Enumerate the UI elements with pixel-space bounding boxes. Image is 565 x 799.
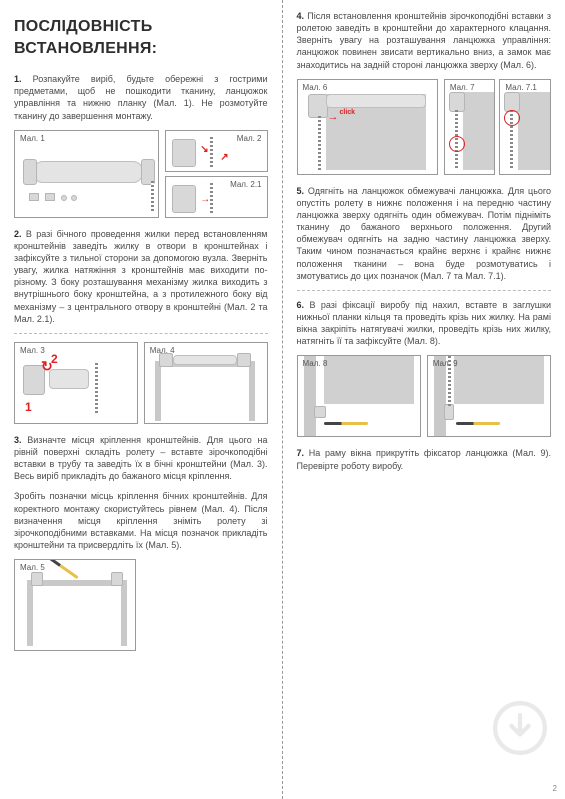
figure-1-label: Мал. 1 [20, 134, 45, 145]
watermark-icon [493, 701, 547, 755]
figure-7-label: Мал. 7 [450, 83, 475, 94]
fig-row-4: Мал. 6 → click Мал. 7 Мал. 7.1 [297, 79, 552, 175]
fig-row-1: Мал. 1 Мал. 2 ↘ ↗ Мал. 2. [14, 130, 268, 218]
right-column: 4. Після встановлення кронштейнів зірочк… [283, 0, 565, 799]
step-3b: Зробіть позначки місць кріплення бічних … [14, 490, 268, 551]
step-7-text: На раму вікна прикрутіть фіксатор ланцюж… [297, 448, 552, 470]
figure-3: Мал. 3 1 2 ↻ [14, 342, 138, 424]
step-5-text: Одягніть на ланцюжок обмежувачі ланцюжка… [297, 186, 552, 281]
fig-row-3: Мал. 5 [14, 559, 268, 651]
figure-9-label: Мал. 9 [433, 359, 458, 370]
figure-6: Мал. 6 → click [297, 79, 438, 175]
figure-1: Мал. 1 [14, 130, 159, 218]
left-column: ПОСЛІДОВНІСТЬ ВСТАНОВЛЕННЯ: 1. Розпакуйт… [0, 0, 283, 799]
step-6-text: В разі фіксації виробу під нахил, вставт… [297, 300, 552, 346]
step-1: 1. Розпакуйте виріб, будьте обережні з г… [14, 73, 268, 122]
step-3-num: 3. [14, 435, 22, 445]
step-3a-text: Визначте місця кріплення кронштейнів. Дл… [14, 435, 268, 481]
page-title: ПОСЛІДОВНІСТЬ ВСТАНОВЛЕННЯ: [14, 16, 268, 59]
divider-2 [297, 290, 552, 291]
step-2: 2. В разі бічного проведення жилки перед… [14, 228, 268, 325]
step-2-num: 2. [14, 229, 22, 239]
step-4: 4. Після встановлення кронштейнів зірочк… [297, 10, 552, 71]
figure-7-1: Мал. 7.1 [499, 79, 551, 175]
step-7: 7. На раму вікна прикрутіть фіксатор лан… [297, 447, 552, 471]
click-label: click [340, 108, 356, 117]
figure-6-label: Мал. 6 [303, 83, 328, 94]
figure-2-1-label: Мал. 2.1 [230, 180, 261, 191]
figure-2-1: Мал. 2.1 → [165, 176, 267, 218]
figure-3-label: Мал. 3 [20, 346, 45, 357]
figure-8-label: Мал. 8 [303, 359, 328, 370]
fig-row-2: Мал. 3 1 2 ↻ Мал. 4 [14, 342, 268, 424]
step-2-text: В разі бічного проведення жилки перед вс… [14, 229, 268, 324]
divider-1 [14, 333, 268, 334]
figure-7: Мал. 7 [444, 79, 496, 175]
figure-8: Мал. 8 [297, 355, 421, 437]
figure-5: Мал. 5 [14, 559, 136, 651]
figure-4: Мал. 4 [144, 342, 268, 424]
figure-9: Мал. 9 [427, 355, 551, 437]
figure-5-label: Мал. 5 [20, 563, 45, 574]
step-5-num: 5. [297, 186, 305, 196]
figure-2-label: Мал. 2 [237, 134, 262, 145]
figure-7-1-label: Мал. 7.1 [505, 83, 536, 94]
step-5: 5. Одягніть на ланцюжок обмежувачі ланцю… [297, 185, 552, 282]
step-3b-text: Зробіть позначки місць кріплення бічних … [14, 491, 268, 550]
fig-row-5: Мал. 8 Мал. 9 [297, 355, 552, 437]
step-1-num: 1. [14, 74, 22, 84]
step-3a: 3. Визначте місця кріплення кронштейнів.… [14, 434, 268, 483]
figure-2: Мал. 2 ↘ ↗ [165, 130, 267, 172]
step-1-text: Розпакуйте виріб, будьте обережні з гост… [14, 74, 268, 120]
step-4-text: Після встановлення кронштейнів зірочкопо… [297, 11, 552, 70]
step-6-num: 6. [297, 300, 305, 310]
page-number: 2 [553, 784, 557, 793]
step-7-num: 7. [297, 448, 305, 458]
page: ПОСЛІДОВНІСТЬ ВСТАНОВЛЕННЯ: 1. Розпакуйт… [0, 0, 565, 799]
figure-4-label: Мал. 4 [150, 346, 175, 357]
step-4-num: 4. [297, 11, 305, 21]
step-6: 6. В разі фіксації виробу під нахил, вст… [297, 299, 552, 348]
